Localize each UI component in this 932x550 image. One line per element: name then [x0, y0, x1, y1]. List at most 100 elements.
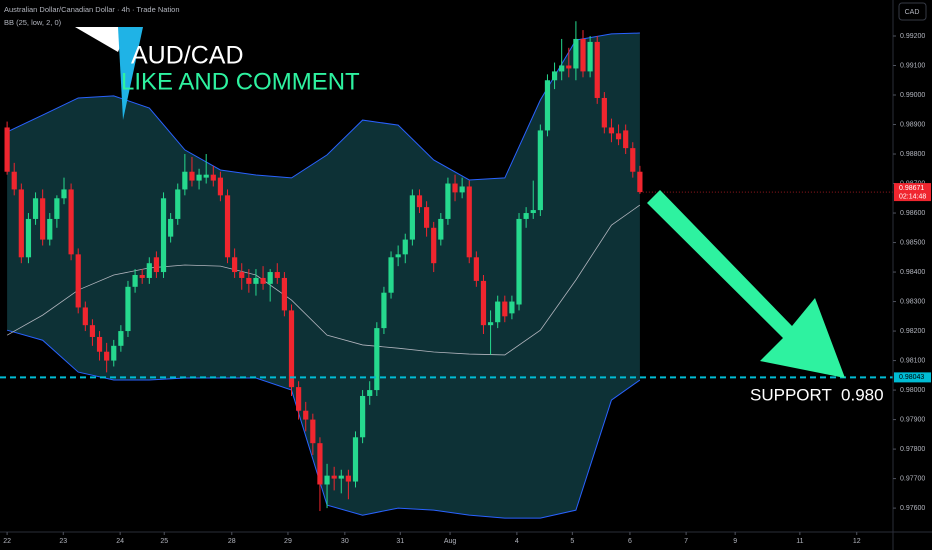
y-tick-label: 0.98000	[900, 387, 925, 394]
candle-body	[395, 254, 401, 258]
target-arrow	[647, 190, 845, 378]
candle-body	[473, 257, 479, 281]
y-tick-label: 0.97600	[900, 505, 925, 512]
last-price-box	[894, 183, 931, 202]
candle-body	[75, 254, 81, 308]
candle-body	[111, 345, 117, 361]
candle-body	[189, 171, 195, 181]
candle-body	[18, 189, 24, 258]
support-label: 0.98043	[899, 374, 924, 381]
y-tick-label: 0.98300	[900, 298, 925, 305]
candle-body	[288, 310, 295, 388]
candle-body	[54, 198, 60, 219]
candle-body	[203, 174, 209, 178]
candle-body	[61, 189, 67, 199]
x-tick-label: 25	[160, 538, 168, 545]
candle-body	[281, 277, 287, 311]
candle-body	[438, 218, 444, 240]
candle-body	[580, 38, 586, 72]
candle-body	[551, 71, 558, 81]
candle-body	[331, 475, 337, 479]
candle-body	[68, 189, 74, 255]
y-tick-label: 0.98900	[900, 121, 925, 128]
band-fill	[7, 33, 640, 519]
candle-body	[11, 171, 17, 190]
candle-body	[260, 277, 266, 284]
call-to-action: LIKE AND COMMENT	[121, 68, 360, 95]
x-tick-label: 11	[796, 538, 803, 545]
support-text: SUPPORT 0.980	[750, 385, 884, 404]
candle-body	[345, 475, 351, 482]
candle-body	[516, 218, 522, 305]
x-tick-label: 31	[396, 538, 404, 545]
candle-body	[495, 301, 501, 323]
candle-body	[118, 331, 124, 346]
candle-body	[480, 280, 487, 326]
x-tick-label: 9	[733, 538, 737, 545]
candle-body	[374, 328, 380, 391]
plot-area	[0, 21, 893, 519]
candle-body	[630, 148, 636, 172]
candle-body	[608, 127, 615, 134]
candle-body	[168, 218, 174, 237]
candle-body	[89, 325, 96, 337]
y-tick-label: 0.97700	[900, 475, 925, 482]
candle-body	[40, 198, 46, 240]
indicator-label: BB (25, low, 2, 0)	[4, 18, 62, 27]
candle-body	[32, 198, 39, 219]
candle-body	[381, 292, 387, 329]
headline: AUD/CAD	[131, 42, 244, 70]
chart-title: Australian Dollar/Canadian Dollar · 4h ·…	[4, 5, 180, 14]
candle-body	[623, 130, 629, 149]
y-tick-label: 0.99000	[900, 92, 925, 99]
candle-body	[338, 475, 344, 479]
x-tick-label: 22	[3, 538, 11, 545]
candle-body	[530, 210, 536, 214]
candle-body	[210, 174, 216, 181]
candle-body	[409, 195, 415, 240]
candle-body	[104, 351, 110, 361]
candle-body	[544, 80, 551, 131]
candle-body	[82, 307, 88, 326]
band-middle	[6, 204, 641, 356]
candle-body	[153, 257, 160, 273]
candle-body	[523, 213, 529, 219]
y-tick-label: 0.98100	[900, 357, 925, 364]
x-tick-label: 28	[228, 538, 236, 545]
support-box	[894, 372, 931, 383]
y-tick-label: 0.99100	[900, 62, 925, 69]
x-tick-label: Aug	[444, 538, 457, 545]
candle-body	[502, 301, 508, 317]
y-tick-label: 0.97800	[900, 446, 925, 453]
candle-body	[466, 186, 472, 258]
x-tick-label: 24	[116, 538, 124, 545]
candle-body	[196, 174, 202, 181]
x-tick-label: 12	[853, 538, 861, 545]
x-tick-label: 4	[515, 538, 519, 545]
candle-body	[594, 41, 600, 98]
x-tick-label: 7	[684, 538, 688, 545]
currency-label: CAD	[905, 9, 920, 16]
x-tick-label: 29	[284, 538, 292, 545]
candle-body	[601, 97, 607, 128]
candle-body	[246, 277, 252, 284]
candle-body	[175, 189, 181, 219]
candle-body	[96, 336, 103, 352]
candle-body	[217, 177, 224, 196]
candle-body	[445, 183, 451, 219]
candle-body	[317, 443, 323, 485]
candle-body	[232, 257, 238, 273]
y-tick-label: 0.98500	[900, 239, 925, 246]
candle-body	[352, 437, 359, 482]
x-tick-label: 23	[59, 538, 67, 545]
candle-body	[47, 218, 53, 240]
currency-box[interactable]	[898, 2, 927, 21]
candle-body	[274, 272, 280, 278]
candle-body	[239, 272, 245, 278]
candle-body	[587, 41, 593, 72]
logo-white	[75, 27, 128, 52]
candle-body	[487, 322, 494, 326]
candle-body	[559, 65, 565, 72]
candle-body	[146, 263, 152, 278]
x-tick-label: 6	[628, 538, 632, 545]
